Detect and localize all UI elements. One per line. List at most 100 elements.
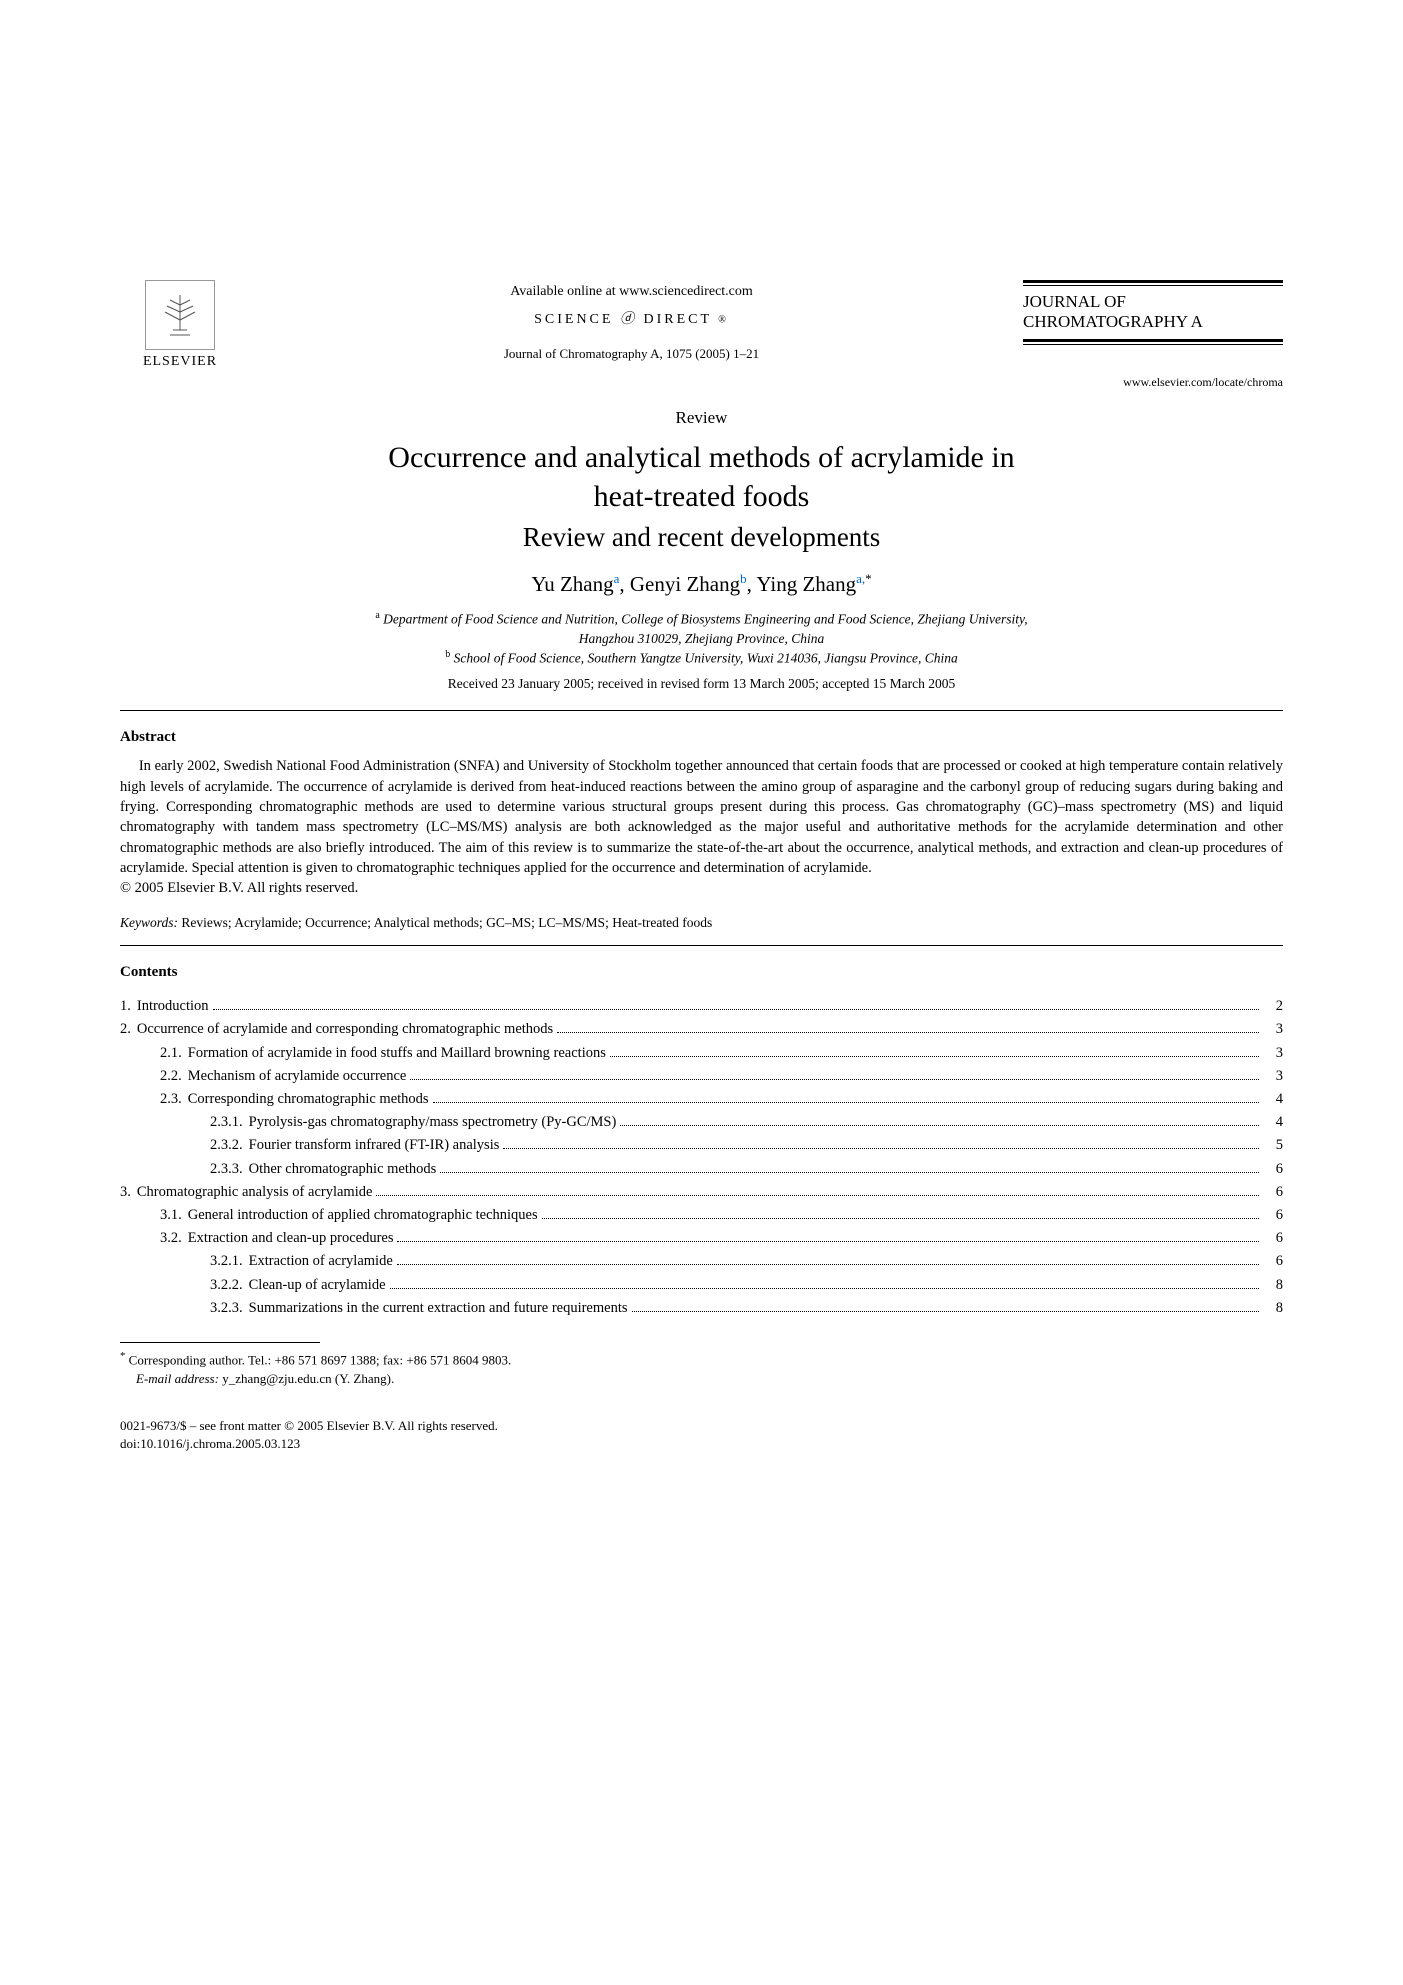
toc-label: Formation of acrylamide in food stuffs a… (182, 1042, 606, 1065)
publisher-block: ELSEVIER (120, 280, 240, 370)
article-dates: Received 23 January 2005; received in re… (120, 676, 1283, 692)
article-type: Review (120, 408, 1283, 428)
science-direct-text2: DIRECT (643, 312, 711, 327)
toc-label: Extraction and clean-up procedures (182, 1227, 394, 1250)
article-subtitle: Review and recent developments (120, 522, 1283, 553)
toc-dots (503, 1148, 1259, 1149)
toc-dots (433, 1102, 1259, 1103)
abstract-text: In early 2002, Swedish National Food Adm… (120, 756, 1283, 878)
toc-page: 8 (1263, 1297, 1283, 1320)
footnote-corr-text: Corresponding author. Tel.: +86 571 8697… (125, 1352, 511, 1367)
toc-page: 4 (1263, 1111, 1283, 1134)
toc-page: 2 (1263, 995, 1283, 1018)
aff-a-line2: Hangzhou 310029, Zhejiang Province, Chin… (579, 631, 825, 646)
elsevier-tree-icon (145, 280, 215, 350)
toc-row[interactable]: 2.3.1.Pyrolysis-gas chromatography/mass … (120, 1111, 1283, 1134)
toc-row[interactable]: 3.2.Extraction and clean-up procedures 6 (120, 1227, 1283, 1250)
publisher-name: ELSEVIER (143, 354, 217, 370)
toc-number: 2.3. (120, 1088, 182, 1111)
toc-number: 2.3.1. (120, 1111, 243, 1134)
toc-row[interactable]: 1.Introduction2 (120, 995, 1283, 1018)
aff-b: School of Food Science, Southern Yangtze… (450, 651, 957, 666)
journal-rule-bottom (1023, 339, 1283, 345)
toc-dots (440, 1172, 1259, 1173)
science-direct-text1: SCIENCE (534, 312, 613, 327)
toc-label: Fourier transform infrared (FT-IR) analy… (243, 1134, 500, 1157)
toc-label: Corresponding chromatographic methods (182, 1088, 429, 1111)
author-3-aff[interactable]: a, (856, 571, 865, 586)
toc-number: 3.2. (120, 1227, 182, 1250)
toc-number: 3.1. (120, 1204, 182, 1227)
toc-label: Chromatographic analysis of acrylamide (131, 1181, 373, 1204)
toc-number: 2.2. (120, 1065, 182, 1088)
title-line2: heat-treated foods (594, 480, 810, 513)
affiliations: a Department of Food Science and Nutriti… (120, 609, 1283, 669)
toc-label: Extraction of acrylamide (243, 1250, 393, 1273)
contents-heading: Contents (120, 964, 1283, 981)
toc-row[interactable]: 2.3.2.Fourier transform infrared (FT-IR)… (120, 1134, 1283, 1157)
footnote-rule (120, 1342, 320, 1343)
author-2-aff[interactable]: b (740, 571, 747, 586)
aff-a: Department of Food Science and Nutrition… (380, 611, 1028, 626)
toc-page: 8 (1263, 1274, 1283, 1297)
corresponding-symbol[interactable]: * (865, 571, 872, 586)
keywords: Keywords: Reviews; Acrylamide; Occurrenc… (120, 915, 1283, 931)
keywords-label: Keywords: (120, 915, 178, 930)
paper-header: ELSEVIER Available online at www.science… (120, 280, 1283, 390)
toc-dots (557, 1032, 1259, 1033)
toc-page: 3 (1263, 1018, 1283, 1041)
table-of-contents: 1.Introduction22.Occurrence of acrylamid… (120, 995, 1283, 1320)
email-footnote: E-mail address: y_zhang@zju.edu.cn (Y. Z… (120, 1370, 1283, 1389)
journal-title-block: JOURNAL OF CHROMATOGRAPHY A www.elsevier… (1023, 280, 1283, 390)
toc-number: 2. (120, 1018, 131, 1041)
toc-label: Occurrence of acrylamide and correspondi… (131, 1018, 553, 1041)
toc-page: 6 (1263, 1227, 1283, 1250)
science-direct-globe-icon: ⓓ (620, 312, 637, 327)
toc-label: Pyrolysis-gas chromatography/mass spectr… (243, 1111, 617, 1134)
toc-number: 2.1. (120, 1042, 182, 1065)
toc-row[interactable]: 2.1.Formation of acrylamide in food stuf… (120, 1042, 1283, 1065)
title-line1: Occurrence and analytical methods of acr… (388, 441, 1014, 474)
toc-dots (376, 1195, 1259, 1196)
corresponding-footnote: * Corresponding author. Tel.: +86 571 86… (120, 1349, 1283, 1370)
doi-line: doi:10.1016/j.chroma.2005.03.123 (120, 1435, 1283, 1453)
journal-rule-top (1023, 280, 1283, 286)
science-direct-logo: SCIENCE ⓓ DIRECT ® (240, 308, 1023, 328)
author-3: Ying Zhang (756, 572, 856, 596)
toc-row[interactable]: 3.Chromatographic analysis of acrylamide… (120, 1181, 1283, 1204)
toc-dots (542, 1218, 1259, 1219)
toc-row[interactable]: 3.2.1.Extraction of acrylamide 6 (120, 1250, 1283, 1273)
toc-row[interactable]: 3.1.General introduction of applied chro… (120, 1204, 1283, 1227)
toc-page: 6 (1263, 1250, 1283, 1273)
email-label: E-mail address: (136, 1371, 219, 1386)
toc-dots (410, 1079, 1259, 1080)
toc-dots (213, 1009, 1259, 1010)
toc-label: Introduction (131, 995, 209, 1018)
authors: Yu Zhanga, Genyi Zhangb, Ying Zhanga,* (120, 571, 1283, 597)
author-2: Genyi Zhang (630, 572, 740, 596)
toc-page: 6 (1263, 1181, 1283, 1204)
toc-label: General introduction of applied chromato… (182, 1204, 538, 1227)
toc-page: 4 (1263, 1088, 1283, 1111)
toc-row[interactable]: 2.3.3.Other chromatographic methods6 (120, 1158, 1283, 1181)
bottom-meta: 0021-9673/$ – see front matter © 2005 El… (120, 1417, 1283, 1453)
toc-page: 3 (1263, 1042, 1283, 1065)
toc-label: Clean-up of acrylamide (243, 1274, 386, 1297)
author-1-aff[interactable]: a (614, 571, 620, 586)
toc-label: Other chromatographic methods (243, 1158, 437, 1181)
toc-row[interactable]: 2.3.Corresponding chromatographic method… (120, 1088, 1283, 1111)
toc-row[interactable]: 2.2.Mechanism of acrylamide occurrence3 (120, 1065, 1283, 1088)
toc-row[interactable]: 3.2.2.Clean-up of acrylamide 8 (120, 1274, 1283, 1297)
toc-dots (397, 1264, 1259, 1265)
toc-page: 6 (1263, 1158, 1283, 1181)
author-1: Yu Zhang (531, 572, 613, 596)
toc-number: 3. (120, 1181, 131, 1204)
toc-label: Summarizations in the current extraction… (243, 1297, 628, 1320)
toc-number: 3.2.2. (120, 1274, 243, 1297)
toc-row[interactable]: 2.Occurrence of acrylamide and correspon… (120, 1018, 1283, 1041)
bullet-icon: ® (718, 314, 729, 325)
toc-row[interactable]: 3.2.3.Summarizations in the current extr… (120, 1297, 1283, 1320)
center-header: Available online at www.sciencedirect.co… (240, 280, 1023, 362)
toc-number: 3.2.1. (120, 1250, 243, 1273)
issn-line: 0021-9673/$ – see front matter © 2005 El… (120, 1417, 1283, 1435)
